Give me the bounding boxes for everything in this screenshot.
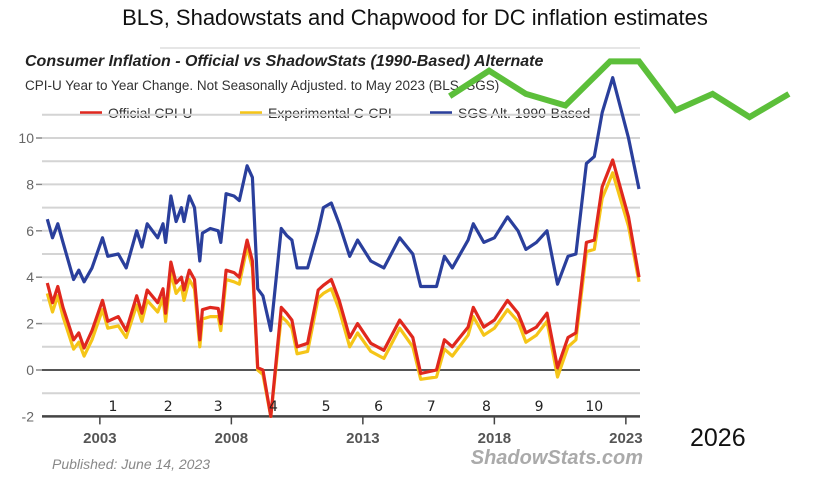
y-tick-label: 10	[18, 130, 34, 146]
extra-year-label: 2026	[690, 424, 746, 452]
series-lines	[45, 76, 641, 418]
x-axis: 2003 2008 2013 2018 2023	[42, 415, 643, 447]
x-tick-label: 2013	[346, 430, 379, 447]
overlay-line	[448, 58, 791, 121]
x-tick-label: 2008	[215, 430, 248, 447]
x-tick-label: 2018	[478, 430, 511, 447]
page-title: BLS, Shadowstats and Chapwood for DC inf…	[122, 5, 708, 30]
x-tick-label: 2023	[609, 430, 642, 447]
annotation-label: 3	[214, 399, 223, 415]
chart-title: Consumer Inflation - Official vs ShadowS…	[25, 53, 543, 70]
legend: Official CPI-U Experimental C-CPI SGS Alt.…	[80, 105, 590, 121]
legend-label: Experimental C-CPI	[268, 105, 392, 121]
chapwood-line	[448, 58, 791, 121]
x-tick-label: 2003	[83, 430, 116, 447]
legend-label: Official CPI-U	[108, 105, 193, 121]
y-axis: 10 8 6 4 2 0 -2	[18, 130, 42, 424]
annotation-label: 8	[482, 399, 491, 415]
y-tick-label: 0	[26, 362, 34, 378]
y-tick-label: 8	[26, 176, 34, 192]
legend-label: SGS Alt. 1990-Based	[458, 105, 590, 121]
series-line-official-cpi-u	[45, 158, 641, 418]
annotation-label: 9	[535, 399, 544, 415]
source-logo: ShadowStats.com	[471, 447, 643, 469]
y-tick-label: 6	[26, 223, 34, 239]
annotation-label: 6	[374, 399, 383, 415]
annotation-label: 4	[269, 399, 278, 415]
chart-subtitle: CPI-U Year to Year Change. Not Seasonall…	[25, 78, 499, 93]
annotations: 1 2 3 4 5 6 7 8 9 10	[109, 399, 604, 415]
y-tick-label: 2	[26, 316, 34, 332]
annotation-label: 2	[164, 399, 173, 415]
annotation-label: 7	[427, 399, 436, 415]
y-tick-label: -2	[22, 408, 35, 424]
published-date: Published: June 14, 2023	[52, 456, 210, 472]
annotation-label: 5	[322, 399, 331, 415]
series-line-sgs-alt-1990-based	[45, 76, 641, 333]
annotation-label: 10	[585, 399, 603, 415]
y-tick-label: 4	[26, 269, 34, 285]
annotation-label: 1	[109, 399, 118, 415]
